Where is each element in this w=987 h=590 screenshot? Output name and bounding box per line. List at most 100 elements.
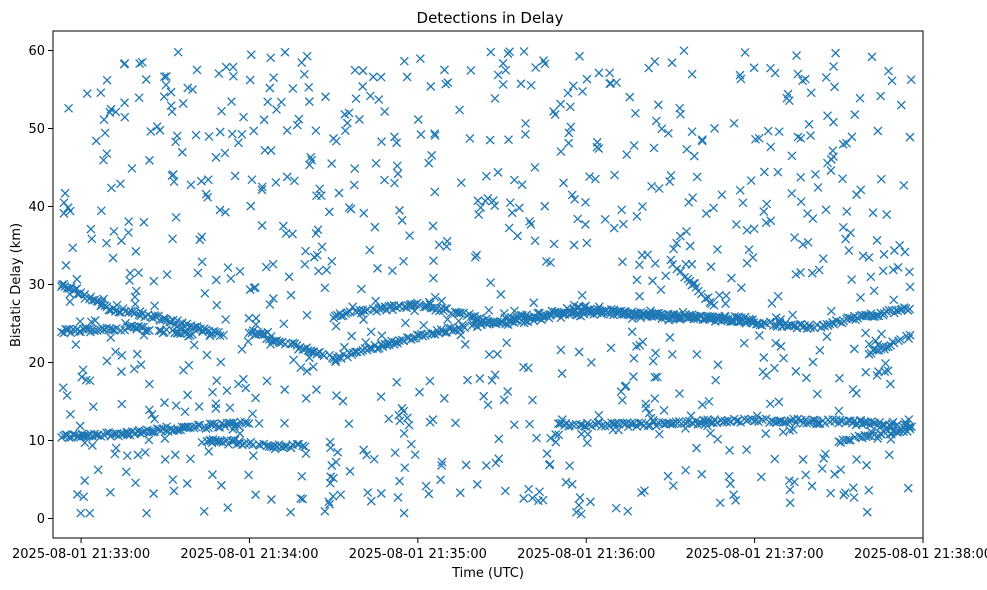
- data-point: [802, 418, 812, 428]
- data-point: [437, 460, 446, 470]
- data-point: [400, 463, 410, 473]
- data-point: [75, 421, 85, 431]
- data-point: [343, 352, 352, 362]
- data-point: [182, 479, 192, 488]
- data-point: [638, 202, 647, 212]
- data-point: [721, 299, 731, 309]
- data-point: [179, 365, 188, 375]
- data-point: [148, 427, 158, 437]
- data-point: [783, 89, 793, 99]
- data-point: [370, 222, 380, 232]
- data-point: [610, 170, 620, 180]
- data-point: [744, 314, 754, 324]
- data-point: [245, 75, 255, 85]
- data-point: [819, 453, 829, 463]
- data-point: [402, 72, 412, 82]
- data-point: [366, 496, 376, 506]
- data-point: [754, 330, 764, 340]
- data-point: [500, 486, 510, 496]
- data-point: [905, 304, 915, 314]
- data-point: [85, 376, 95, 386]
- data-point: [479, 391, 489, 401]
- data-point: [93, 465, 103, 475]
- data-point: [461, 460, 471, 470]
- data-point: [218, 438, 228, 448]
- data-point: [664, 315, 674, 325]
- data-point: [108, 253, 118, 263]
- data-point: [112, 323, 121, 333]
- data-point: [516, 79, 526, 89]
- data-point: [206, 436, 216, 446]
- data-point: [371, 296, 381, 306]
- data-point: [637, 250, 647, 260]
- data-point: [123, 228, 133, 237]
- data-point: [135, 59, 145, 69]
- data-point: [136, 360, 146, 370]
- data-point: [821, 72, 831, 82]
- data-point: [490, 93, 500, 103]
- data-point: [789, 477, 799, 487]
- data-point: [60, 188, 70, 198]
- data-point: [504, 135, 513, 145]
- data-point: [345, 466, 355, 476]
- data-point: [167, 171, 177, 181]
- data-point: [801, 470, 811, 480]
- data-point: [495, 318, 505, 328]
- data-point: [594, 68, 604, 78]
- data-point: [709, 203, 719, 213]
- data-point: [761, 218, 771, 228]
- data-point: [169, 486, 179, 496]
- data-point: [576, 311, 586, 321]
- data-point: [289, 355, 299, 365]
- data-point: [180, 407, 190, 417]
- data-point: [597, 421, 606, 431]
- data-point: [327, 159, 337, 168]
- data-point: [120, 98, 130, 108]
- data-point: [162, 270, 172, 280]
- data-point: [430, 187, 440, 197]
- data-point: [170, 450, 180, 460]
- data-point: [481, 171, 491, 181]
- data-point: [476, 203, 486, 212]
- data-point: [395, 476, 405, 486]
- data-point: [774, 397, 784, 407]
- data-point: [675, 231, 685, 241]
- data-point: [168, 475, 178, 485]
- data-point: [861, 367, 871, 377]
- data-point: [117, 399, 127, 409]
- data-point: [204, 131, 214, 141]
- data-point: [565, 102, 575, 112]
- data-point: [97, 297, 107, 307]
- x-tick-label: 2025-08-01 21:37:00: [686, 547, 824, 562]
- data-point: [556, 147, 566, 157]
- data-point: [131, 478, 141, 488]
- data-point: [904, 423, 914, 433]
- data-point: [111, 347, 121, 357]
- data-point: [749, 63, 759, 73]
- data-point: [509, 306, 519, 316]
- data-point: [774, 127, 784, 137]
- data-point: [217, 106, 227, 116]
- data-point: [134, 268, 144, 278]
- data-point: [905, 282, 915, 292]
- data-point: [648, 276, 657, 286]
- data-point: [394, 336, 404, 346]
- data-point: [320, 506, 330, 516]
- data-point: [844, 246, 854, 256]
- data-point: [189, 340, 199, 350]
- data-point: [215, 127, 225, 137]
- data-point: [806, 131, 816, 141]
- data-point: [171, 401, 181, 411]
- data-point: [271, 177, 281, 187]
- data-point: [162, 422, 172, 432]
- data-markers: [56, 46, 917, 519]
- data-point: [380, 107, 390, 117]
- data-point: [244, 419, 254, 429]
- data-point: [199, 506, 209, 516]
- y-tick-label: 0: [37, 512, 45, 527]
- data-point: [785, 485, 795, 495]
- data-point: [59, 208, 69, 218]
- data-point: [525, 419, 535, 429]
- data-point: [268, 259, 278, 269]
- data-point: [472, 250, 482, 260]
